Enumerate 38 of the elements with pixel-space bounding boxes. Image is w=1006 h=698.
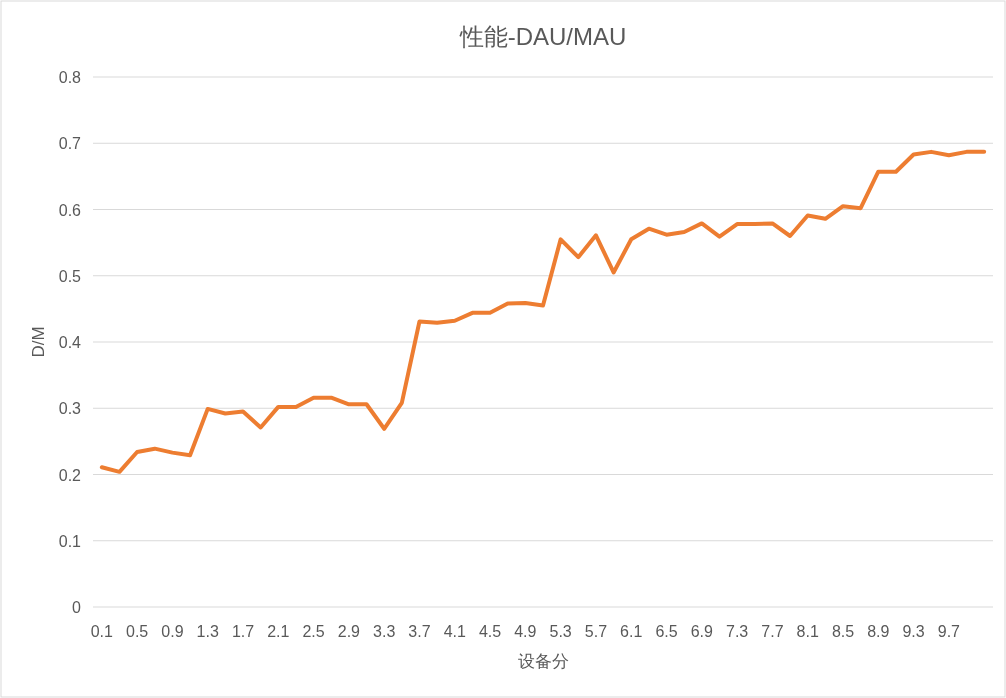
x-tick-label: 6.1 [620, 623, 643, 640]
x-tick-label: 5.3 [549, 623, 572, 640]
x-tick-label: 0.9 [161, 623, 184, 640]
x-tick-label: 6.5 [655, 623, 678, 640]
y-tick-label: 0.2 [58, 466, 82, 484]
y-tick-label: 0.8 [58, 69, 82, 86]
x-tick-label: 6.9 [690, 623, 714, 640]
x-tick-label: 0.5 [125, 623, 149, 640]
x-tick-label: 9.3 [902, 623, 925, 640]
y-tick-label: 0.1 [58, 532, 82, 550]
line-series [99, 149, 987, 474]
x-tick-label: 1.7 [231, 623, 255, 640]
x-tick-label: 4.1 [443, 623, 466, 640]
x-tick-label: 3.7 [408, 623, 431, 640]
x-tick-label: 5.7 [584, 623, 608, 640]
x-tick-label: 1.3 [196, 623, 219, 640]
x-tick-label: 8.1 [796, 623, 819, 640]
y-axis-title: D/M [29, 326, 48, 358]
x-tick-label: 7.3 [725, 623, 749, 640]
x-tick-label: 9.7 [937, 623, 961, 640]
x-tick-label: 0.1 [90, 623, 114, 640]
x-tick-label: 4.5 [478, 623, 502, 640]
y-tick-label: 0.4 [58, 334, 82, 351]
y-tick-label: 0.6 [58, 201, 82, 219]
x-tick-label: 4.9 [514, 623, 537, 640]
x-tick-label: 2.5 [302, 623, 325, 640]
y-tick-label: 0.5 [58, 267, 82, 285]
y-tick-label: 0.3 [58, 400, 82, 418]
x-axis-title: 设备分 [517, 652, 569, 671]
y-tick-label: 0 [72, 599, 82, 616]
y-tick-label: 0.7 [58, 135, 82, 153]
x-tick-label: 8.9 [867, 623, 890, 640]
chart-title: 性能-DAU/MAU [458, 23, 627, 50]
x-tick-label: 3.3 [373, 623, 396, 640]
x-tick-label: 2.1 [267, 623, 290, 640]
x-tick-label: 2.9 [337, 623, 361, 640]
x-tick-label: 8.5 [831, 623, 855, 640]
x-tick-label: 7.7 [761, 623, 784, 640]
